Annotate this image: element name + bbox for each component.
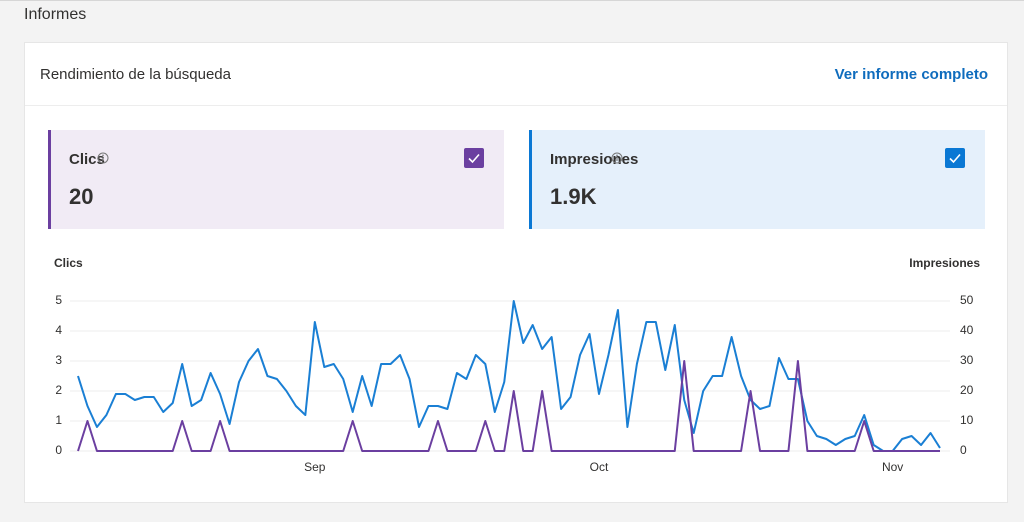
metric-checkbox[interactable]	[945, 148, 965, 168]
metric-tile: Impresiones 1.9K	[529, 130, 985, 229]
full-report-link[interactable]: Ver informe completo	[834, 66, 988, 83]
y2-tick-label: 0	[960, 443, 967, 457]
series-line	[77, 360, 940, 452]
report-card: Rendimiento de la búsqueda Ver informe c…	[24, 42, 1008, 503]
x-tick-label: Nov	[882, 460, 903, 474]
x-tick-label: Sep	[304, 460, 326, 474]
y2-tick-label: 40	[960, 323, 974, 337]
y-tick-label: 3	[55, 353, 62, 367]
metric-label: Clics	[69, 151, 105, 168]
metric-value: 20	[69, 184, 94, 209]
y-axis-title: Clics	[54, 256, 83, 270]
y-tick-label: 5	[55, 293, 62, 307]
y-tick-label: 0	[55, 443, 62, 457]
metric-tile: Clics 20	[48, 130, 504, 229]
info-icon	[97, 152, 109, 164]
y-tick-label: 4	[55, 323, 62, 337]
card-header: Rendimiento de la búsqueda Ver informe c…	[25, 43, 1007, 106]
y2-axis-title: Impresiones	[909, 256, 980, 270]
y2-tick-label: 50	[960, 293, 974, 307]
metric-value: 1.9K	[550, 184, 597, 209]
y2-tick-label: 30	[960, 353, 974, 367]
info-icon	[611, 152, 623, 164]
card-title: Rendimiento de la búsqueda	[40, 66, 231, 83]
page-title: Informes	[24, 6, 87, 23]
y-tick-label: 2	[55, 383, 62, 397]
series-line	[77, 300, 941, 452]
y-tick-label: 1	[55, 413, 62, 427]
metric-checkbox[interactable]	[464, 148, 484, 168]
x-tick-label: Oct	[590, 460, 609, 474]
y2-tick-label: 10	[960, 413, 974, 427]
y2-tick-label: 20	[960, 383, 974, 397]
